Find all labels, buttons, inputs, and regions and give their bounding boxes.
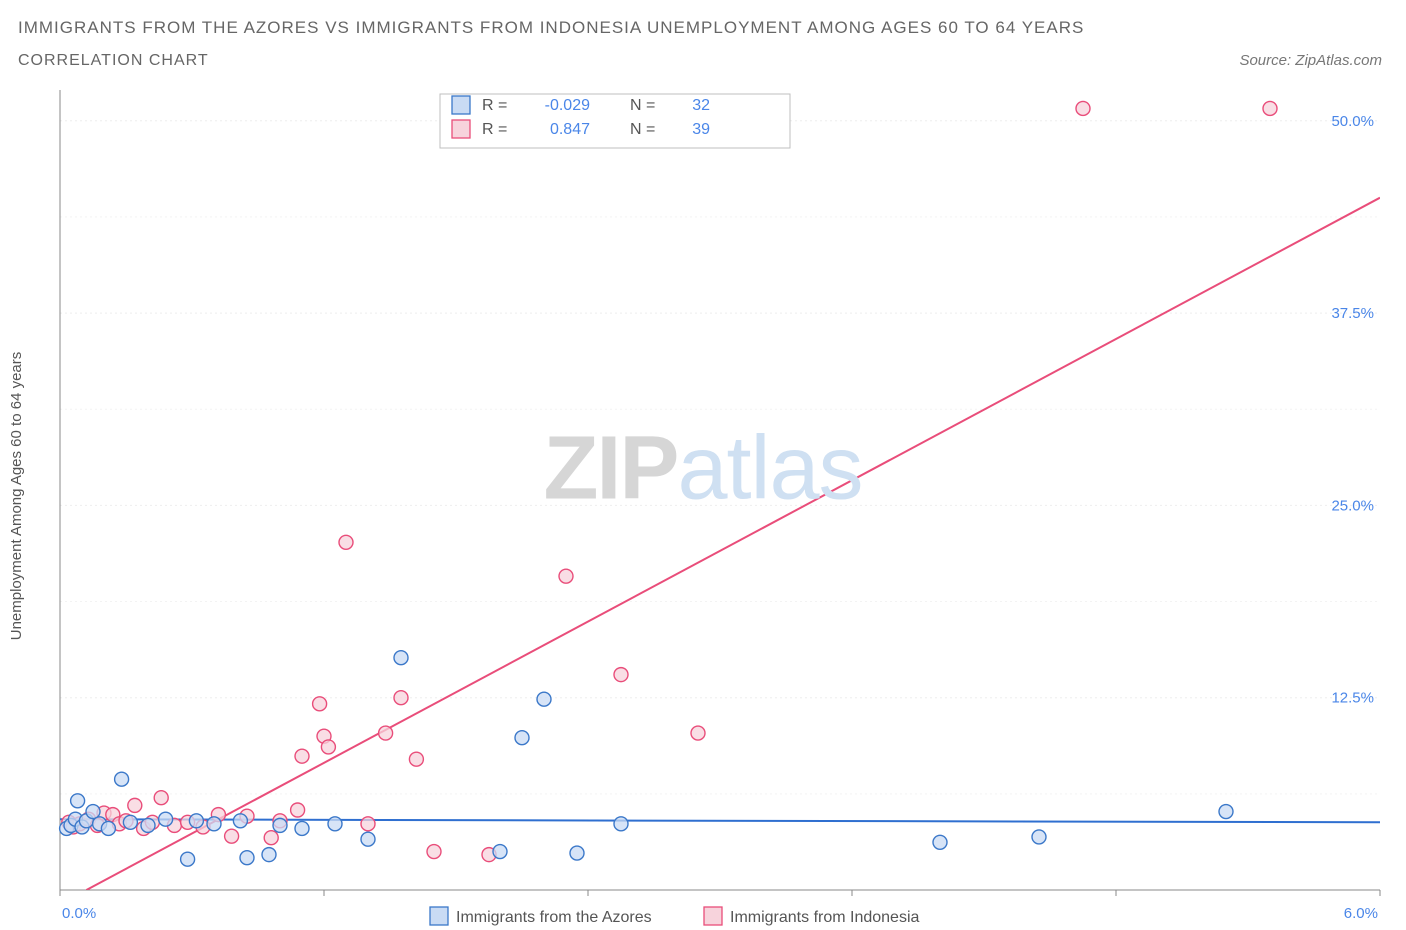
data-point [128,798,142,812]
regression-line [86,198,1380,890]
data-point [115,772,129,786]
scatter-chart-svg: 0.0% 6.0% 12.5% 25.0% 37.5% 50.0% R = -0.029 N =… [0,76,1406,930]
data-point [240,851,254,865]
data-point [101,821,115,835]
data-point [262,848,276,862]
data-point [361,832,375,846]
data-point [207,817,221,831]
y-tick-label: 37.5% [1331,305,1374,322]
legend-n-value: 32 [692,97,710,114]
data-point [537,692,551,706]
data-point [295,749,309,763]
data-point [361,817,375,831]
data-point [614,668,628,682]
legend-n-label: N = [630,97,655,114]
data-point [691,726,705,740]
chart-title-line2: CORRELATION CHART [18,52,209,70]
subtitle-row: CORRELATION CHART Source: ZipAtlas.com [0,38,1406,70]
data-point [1076,101,1090,115]
data-point [264,831,278,845]
data-point [394,691,408,705]
data-point [295,821,309,835]
data-point [328,817,342,831]
data-point [189,814,203,828]
y-tick-label: 12.5% [1331,690,1374,707]
y-tick-label: 50.0% [1331,113,1374,130]
legend-r-value: 0.847 [550,121,590,138]
legend-swatch [452,96,470,114]
legend-r-label: R = [482,121,507,138]
x-tick-label: 6.0% [1344,905,1378,922]
data-point [1032,830,1046,844]
data-point [427,845,441,859]
data-point [559,569,573,583]
data-point [379,726,393,740]
data-point [123,815,137,829]
bottom-legend-swatch [430,907,448,925]
legend-r-value: -0.029 [545,97,590,114]
data-point [141,818,155,832]
data-point [313,697,327,711]
bottom-legend-label: Immigrants from Indonesia [730,909,920,926]
chart-title-line1: IMMIGRANTS FROM THE AZORES VS IMMIGRANTS… [0,0,1406,38]
y-tick-label: 25.0% [1331,497,1374,514]
data-point [493,845,507,859]
data-point [71,794,85,808]
legend-n-label: N = [630,121,655,138]
legend-swatch [452,120,470,138]
legend-r-label: R = [482,97,507,114]
legend-n-value: 39 [692,121,710,138]
data-point [154,791,168,805]
data-point [1219,805,1233,819]
data-point [181,852,195,866]
bottom-legend-label: Immigrants from the Azores [456,909,652,926]
data-point [291,803,305,817]
source-label: Source: ZipAtlas.com [1239,52,1382,69]
data-point [225,829,239,843]
bottom-legend-swatch [704,907,722,925]
data-point [273,818,287,832]
data-point [933,835,947,849]
data-point [339,535,353,549]
data-point [570,846,584,860]
regression-line [60,819,1380,822]
data-point [614,817,628,831]
data-point [394,651,408,665]
x-tick-label: 0.0% [62,905,96,922]
data-point [233,814,247,828]
data-point [515,731,529,745]
data-point [409,752,423,766]
y-axis-label: Unemployment Among Ages 60 to 64 years [8,352,25,641]
data-point [1263,101,1277,115]
chart-area: Unemployment Among Ages 60 to 64 years 0… [0,76,1406,930]
data-point [159,812,173,826]
data-point [321,740,335,754]
